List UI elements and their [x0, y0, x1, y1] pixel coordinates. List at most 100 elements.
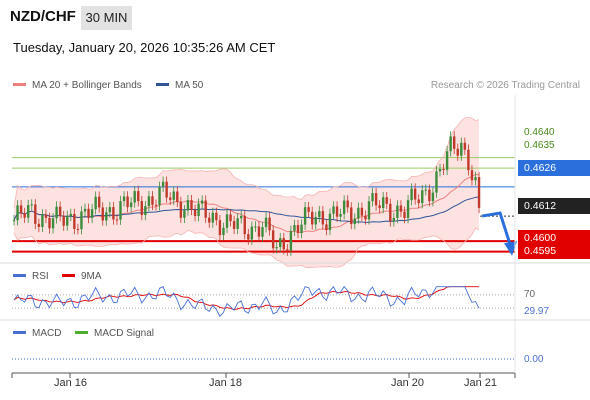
bullish-candle [254, 226, 257, 228]
bearish-candle [399, 205, 403, 212]
bearish-candle [176, 191, 179, 202]
bullish-candle [332, 206, 335, 214]
bearish-candle [76, 228, 80, 230]
pair-title: NZD/CHF [10, 8, 76, 25]
rsi-swatch [13, 273, 26, 277]
bullish-candle [236, 218, 239, 229]
x-tick-jan21: Jan 21 [464, 377, 498, 389]
rsi-panel [12, 285, 515, 318]
resistance-1-label: 0.4635 [524, 140, 555, 151]
macd-legend: MACD [13, 328, 61, 339]
bearish-candle [413, 188, 417, 200]
bearish-candle [112, 207, 115, 220]
bearish-candle [23, 213, 26, 218]
bullish-candle [119, 201, 122, 220]
bullish-candle [275, 247, 278, 249]
macd-swatch [13, 330, 26, 334]
bullish-candle [16, 205, 19, 221]
rsi-70-label: 70 [524, 289, 536, 300]
credit-text: Research © 2026 Trading Central [430, 80, 580, 91]
bearish-candle [467, 149, 470, 171]
timestamp: Tuesday, January 20, 2026 10:35:26 AM CE… [13, 40, 276, 55]
forecast-arrowhead [504, 241, 518, 256]
bollinger-lower-line [13, 227, 480, 269]
bearish-candle [19, 205, 23, 214]
ma50-legend: MA 50 [156, 80, 203, 91]
bullish-candle [161, 181, 165, 187]
bearish-candle [98, 196, 101, 208]
bullish-candle [133, 191, 136, 203]
bullish-candle [90, 209, 94, 218]
bearish-candle [346, 200, 349, 208]
rsi-legend-label: RSI [32, 271, 49, 282]
bollinger-band-fill [14, 117, 480, 268]
bearish-candle [37, 223, 41, 227]
macd-signal-swatch [75, 330, 88, 334]
bearish-candle [307, 207, 310, 212]
rsi-ma-legend: 9MA [62, 271, 102, 282]
bullish-candle [186, 200, 190, 211]
bullish-candle [129, 202, 133, 208]
bullish-candle [371, 193, 374, 202]
bullish-candle [264, 217, 268, 228]
bearish-candle [154, 204, 158, 206]
bullish-candle [357, 207, 360, 219]
forecast-arrow-line [481, 211, 513, 248]
bearish-candle [140, 201, 143, 216]
bearish-candle [311, 211, 314, 225]
bullish-candle [279, 238, 282, 248]
bearish-candle [247, 234, 250, 240]
bearish-candle [193, 209, 197, 217]
bearish-candle [229, 214, 232, 222]
bearish-candle [428, 189, 431, 202]
bearish-candle [385, 197, 388, 204]
bullish-candle [197, 203, 200, 217]
bearish-candle [321, 211, 325, 225]
timeframe-badge[interactable]: 30 MIN [81, 6, 132, 30]
ma50-swatch [156, 82, 169, 86]
bullish-candle [318, 211, 321, 218]
bullish-candle [250, 226, 254, 240]
bearish-candle [87, 208, 90, 218]
bearish-candle [470, 170, 474, 181]
bearish-candle [204, 200, 207, 218]
bearish-candle [190, 200, 193, 210]
bullish-candle [392, 217, 396, 222]
bearish-candle [215, 212, 218, 221]
bearish-candle [58, 206, 62, 217]
bullish-candle [225, 214, 229, 228]
bullish-candle [144, 206, 147, 216]
x-axis [0, 95, 590, 378]
x-tick-jan18: Jan 18 [209, 377, 243, 389]
bullish-candle [300, 224, 303, 234]
bullish-candle [431, 192, 435, 202]
bearish-candle [218, 220, 222, 236]
bullish-candle [158, 186, 161, 206]
bearish-candle [115, 219, 119, 221]
bearish-candle [169, 197, 172, 200]
bearish-candle [378, 205, 381, 209]
bullish-candle [222, 227, 225, 236]
support-2-label: 0.4595 [518, 243, 590, 259]
rsi-legend: RSI [13, 271, 49, 282]
bullish-candle [240, 215, 243, 219]
bearish-candle [268, 217, 271, 231]
bearish-candle [286, 249, 289, 251]
current-price-label: 0.4612 [518, 198, 590, 214]
x-tick-jan20: Jan 20 [391, 377, 425, 389]
bullish-candle [183, 210, 186, 218]
bearish-candle [44, 214, 48, 218]
bullish-candle [200, 200, 204, 204]
bullish-candle [314, 217, 317, 225]
bearish-candle [34, 204, 37, 224]
bearish-candle [282, 238, 285, 250]
bullish-candle [382, 197, 385, 209]
bearish-candle [48, 217, 51, 229]
bearish-candle [325, 224, 328, 231]
macd-legend-label: MACD [32, 328, 62, 339]
rsi-line [13, 285, 480, 318]
bullish-candle [172, 191, 175, 200]
rsi-ma-line [13, 286, 480, 311]
bearish-candle [456, 148, 459, 156]
